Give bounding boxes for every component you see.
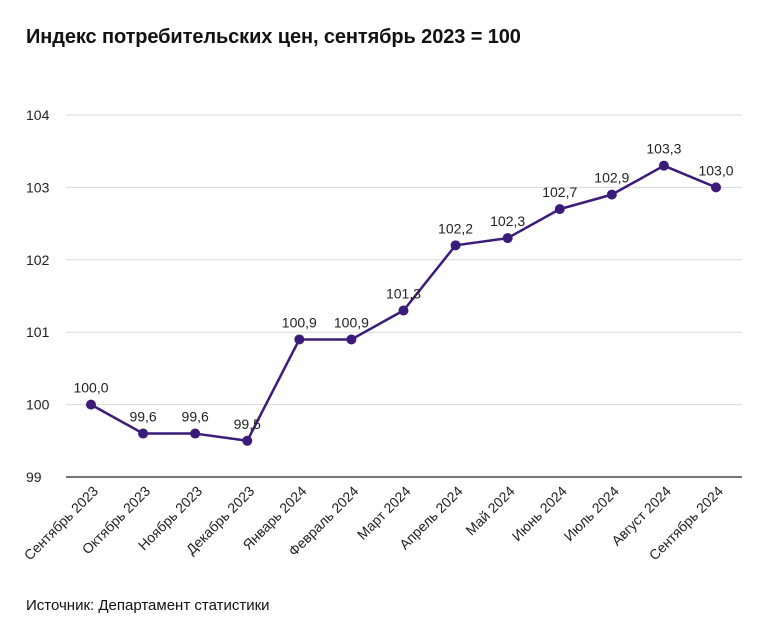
data-label: 101,3 [386,285,421,301]
data-point [86,399,96,410]
x-tick-label: Июнь 2024 [509,483,570,544]
data-label: 100,9 [334,314,369,330]
data-point [554,204,565,215]
y-axis-ticks: 99 100 101 102 103 104 [26,107,50,485]
data-label: 102,2 [438,220,473,236]
data-label: 103,3 [646,141,681,157]
y-tick-label: 104 [26,107,50,123]
data-point [398,305,409,316]
y-tick-label: 102 [26,252,50,268]
gridlines [66,114,742,406]
data-label: 100,0 [73,380,108,396]
y-tick-label: 100 [26,397,50,413]
y-tick-label: 99 [26,469,42,485]
data-points [86,160,721,446]
series-line-path [90,164,717,443]
data-label: 99,5 [234,416,261,432]
data-label: 99,6 [182,409,209,425]
y-tick-label: 101 [26,324,50,340]
data-label: 102,7 [542,184,577,200]
chart-title: Индекс потребительских цен, сентябрь 202… [26,26,521,48]
data-point [606,189,617,200]
data-point [346,334,357,345]
data-labels: 100,0 99,6 99,6 99,5 100,9 100,9 101,3 102,2 102… [73,141,733,432]
data-label: 100,9 [282,314,317,330]
data-point [658,160,669,171]
data-label: 103,0 [698,162,733,178]
data-point [190,428,201,439]
source-note: Источник: Департамент статистики [26,597,270,614]
y-tick-label: 103 [26,179,50,195]
data-point [242,435,253,446]
data-label: 102,9 [594,170,629,186]
x-tick-label: Май 2024 [462,483,518,539]
data-point [711,182,721,193]
data-point [502,233,513,244]
data-point [138,428,149,439]
data-point [294,334,305,345]
data-label: 99,6 [129,409,156,425]
series-line [90,164,717,443]
data-label: 102,3 [490,213,525,229]
data-point [450,240,461,251]
